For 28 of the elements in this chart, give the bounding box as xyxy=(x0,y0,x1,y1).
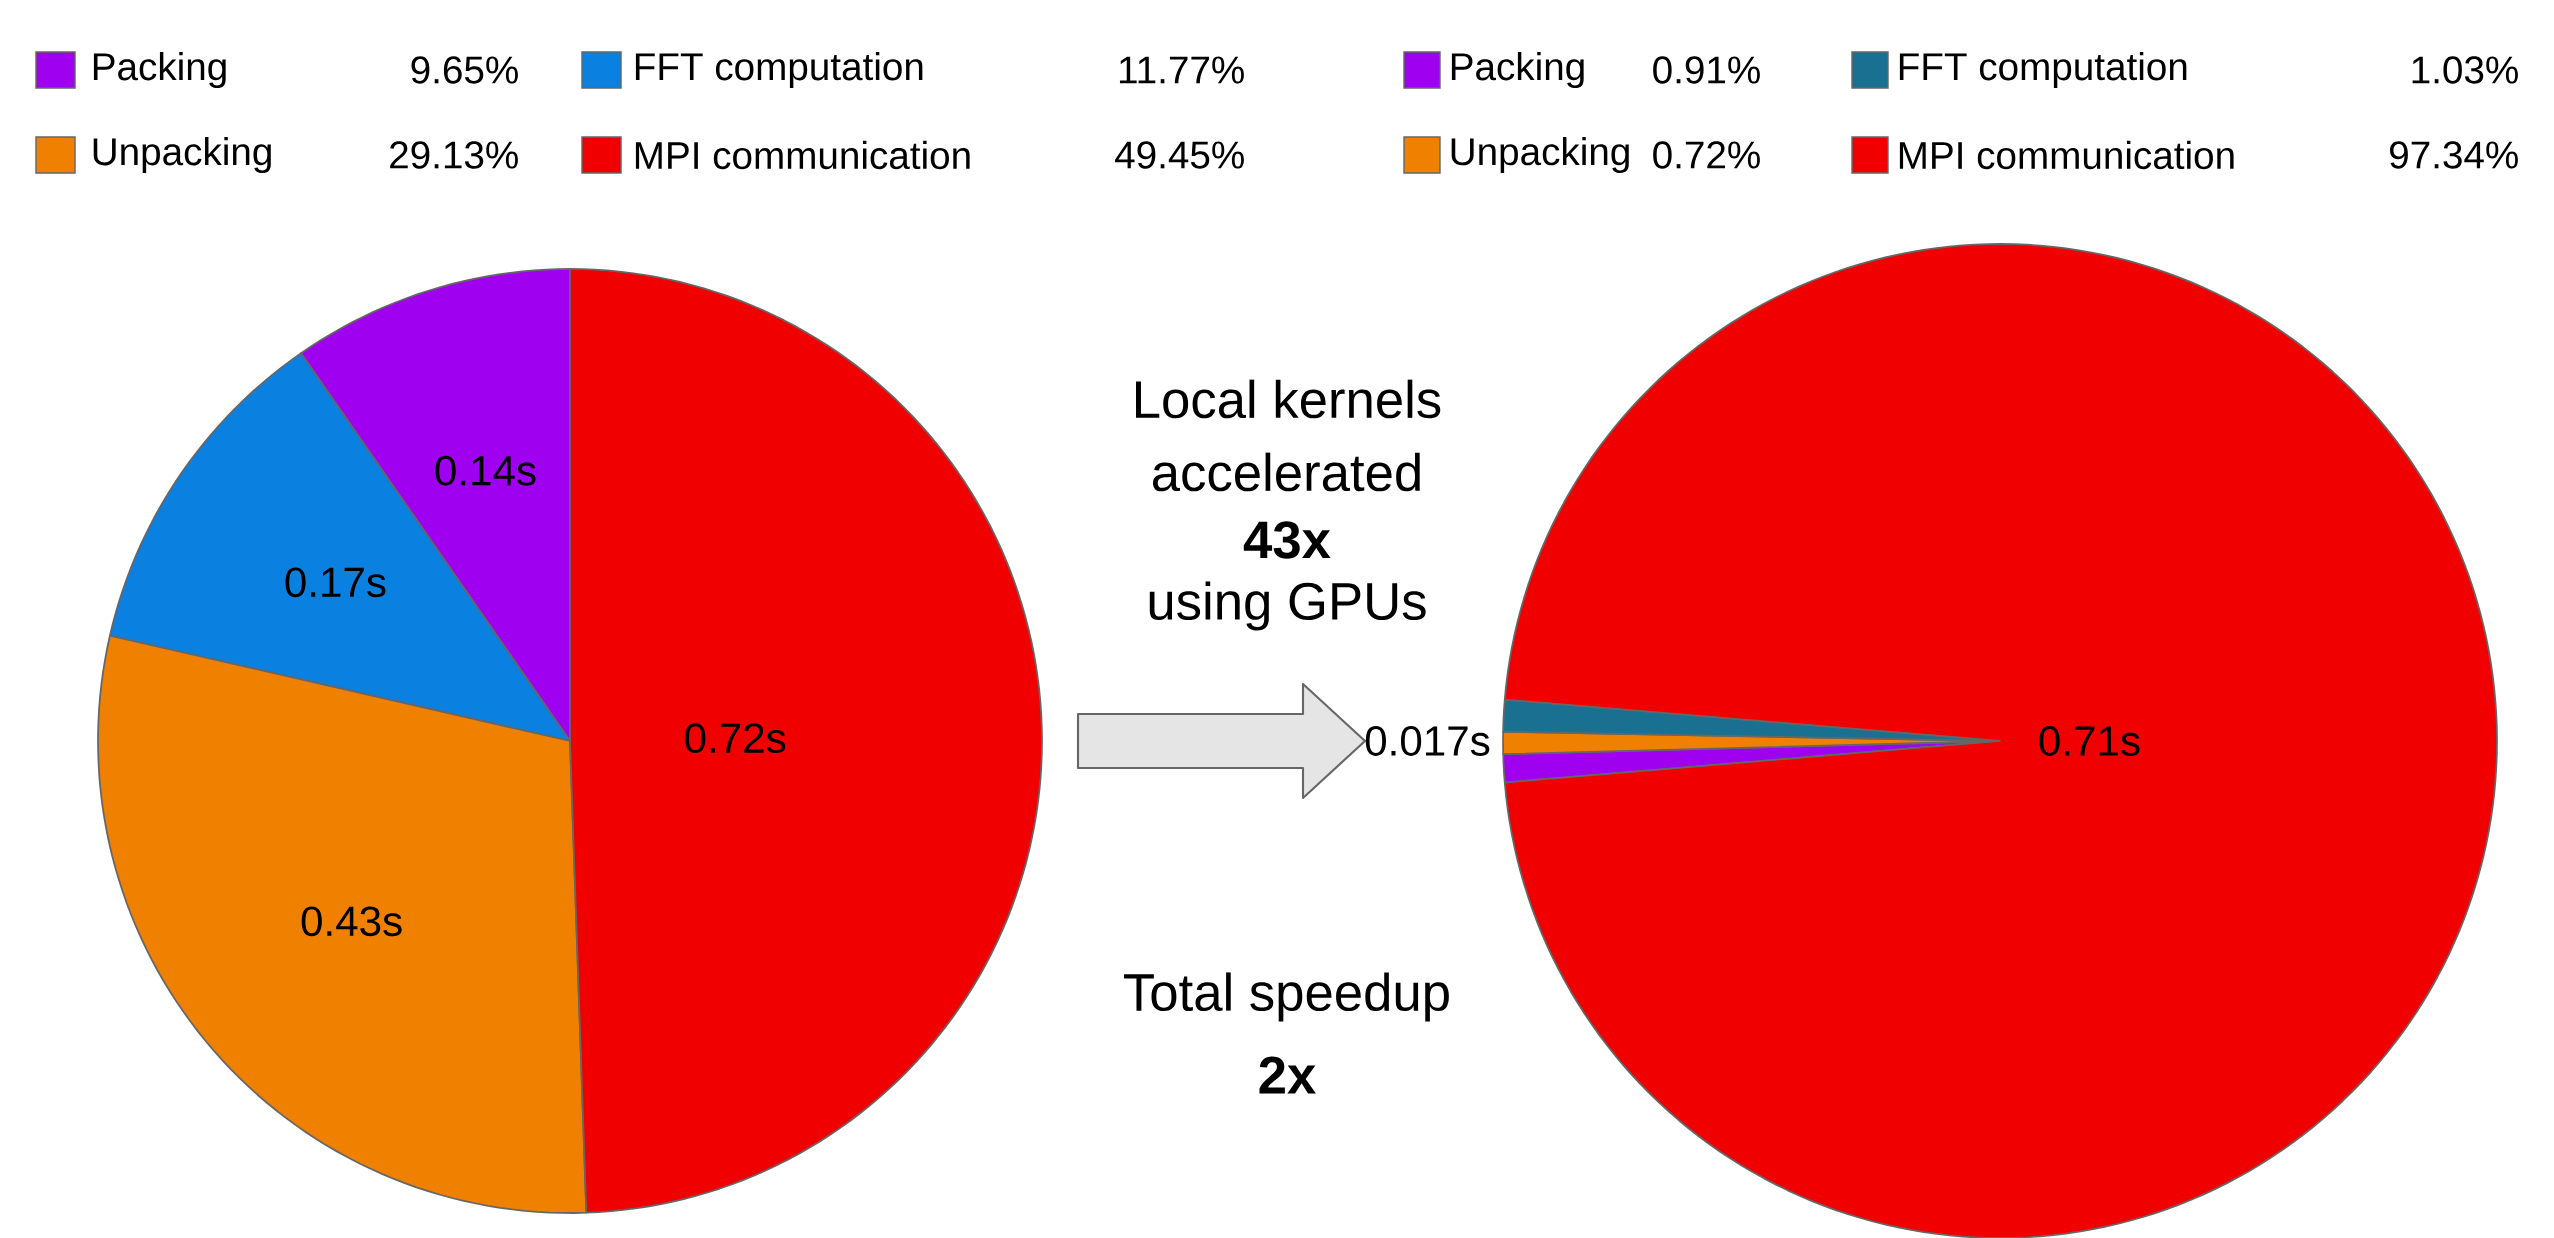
text: 0.71s xyxy=(2039,726,2140,756)
text: Local kernels xyxy=(1136,379,1441,419)
text: Total speedup xyxy=(1124,972,1449,1022)
data-label: 11.77% xyxy=(1119,56,1244,84)
legend-label: MPI communication xyxy=(635,140,970,170)
text: 0.017s xyxy=(1365,726,1490,756)
legend-label: Packing xyxy=(1451,51,1584,88)
data-label: 49.45% xyxy=(1115,141,1244,169)
data-label: 29.13% xyxy=(390,141,518,169)
legend-label: Packing xyxy=(93,52,226,88)
text: accelerated xyxy=(1152,452,1420,492)
data-label: 1.03% xyxy=(2412,56,2518,84)
text: 2x xyxy=(1259,1056,1316,1094)
text: using GPUs xyxy=(1149,581,1426,631)
legend-label: Unpacking xyxy=(1451,136,1629,173)
text: 0.43s xyxy=(301,906,402,937)
text: 0.17s xyxy=(285,567,386,598)
legend-label: FFT computation xyxy=(635,52,923,88)
text: 43x xyxy=(1243,521,1331,559)
legend-label: FFT computation xyxy=(1899,51,2187,88)
text: 0.14s xyxy=(435,455,536,486)
data-label: 0.72% xyxy=(1653,141,1760,169)
data-label: 9.65% xyxy=(411,56,518,84)
legend-label: Unpacking xyxy=(93,137,271,173)
data-label: 0.91% xyxy=(1653,56,1760,84)
data-label: 97.34% xyxy=(2390,141,2518,169)
legend-label: MPI communication xyxy=(1899,140,2234,170)
text: 0.72s xyxy=(685,723,786,754)
